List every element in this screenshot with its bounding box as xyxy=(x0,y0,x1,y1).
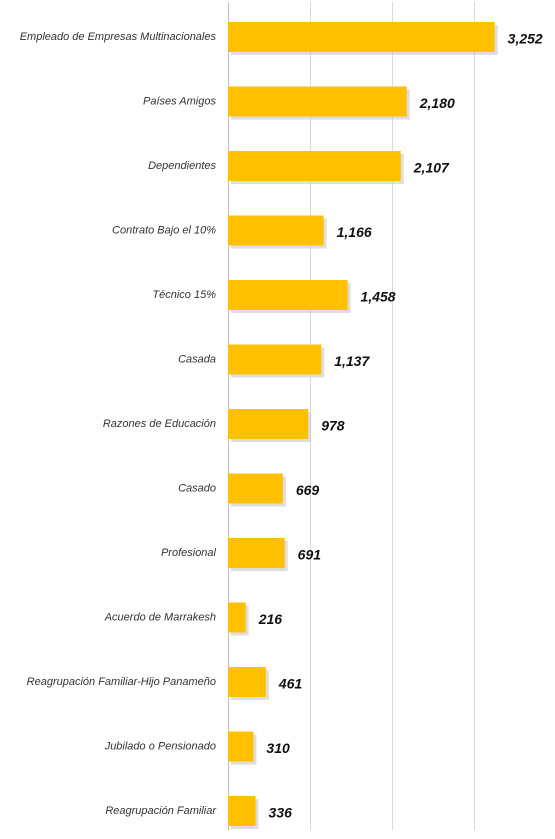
bars xyxy=(228,22,498,829)
data-label: 336 xyxy=(269,805,293,821)
category-labels: Empleado de Empresas Multinacionales País… xyxy=(20,31,218,817)
data-label: 669 xyxy=(296,482,320,498)
category-label: Jubilado o Pensionado xyxy=(104,740,216,752)
bar xyxy=(228,280,348,310)
category-label: Reagrupación Familiar xyxy=(105,805,217,817)
data-label: 216 xyxy=(258,611,283,627)
bar xyxy=(228,473,283,504)
category-label: Razones de Educación xyxy=(103,418,216,430)
data-label: 310 xyxy=(266,740,290,756)
bar xyxy=(228,215,324,246)
data-label: 1,166 xyxy=(337,224,372,240)
data-label: 978 xyxy=(321,418,345,434)
category-label: Reagrupación Familiar-Hijo Panameño xyxy=(27,676,216,688)
bar xyxy=(228,344,322,375)
category-label: Profesional xyxy=(161,547,217,559)
data-label: 3,252 xyxy=(508,31,543,47)
category-label: Técnico 15% xyxy=(152,289,216,301)
bar xyxy=(228,86,407,117)
category-label: Países Amigos xyxy=(143,95,216,107)
bar xyxy=(228,602,246,633)
data-label: 2,180 xyxy=(419,95,455,111)
category-label: Casado xyxy=(178,482,216,494)
category-label: Acuerdo de Marrakesh xyxy=(104,611,216,623)
category-label: Empleado de Empresas Multinacionales xyxy=(20,31,217,43)
category-label: Contrato Bajo el 10% xyxy=(112,224,216,236)
bar xyxy=(228,151,401,181)
data-label: 1,458 xyxy=(361,289,396,305)
bar xyxy=(228,22,495,52)
value-labels: 3,252 2,180 2,107 1,166 1,458 1,137 978 669 691 2… xyxy=(258,31,543,821)
category-label: Dependientes xyxy=(148,160,216,172)
data-label: 1,137 xyxy=(334,353,370,369)
data-label: 461 xyxy=(278,676,303,692)
bar xyxy=(228,538,285,568)
bar xyxy=(228,731,254,762)
category-label: Casada xyxy=(178,353,216,365)
bar xyxy=(228,796,256,826)
data-label: 2,107 xyxy=(413,160,450,176)
bar xyxy=(228,667,266,697)
bar xyxy=(228,409,309,439)
data-label: 691 xyxy=(298,547,322,563)
